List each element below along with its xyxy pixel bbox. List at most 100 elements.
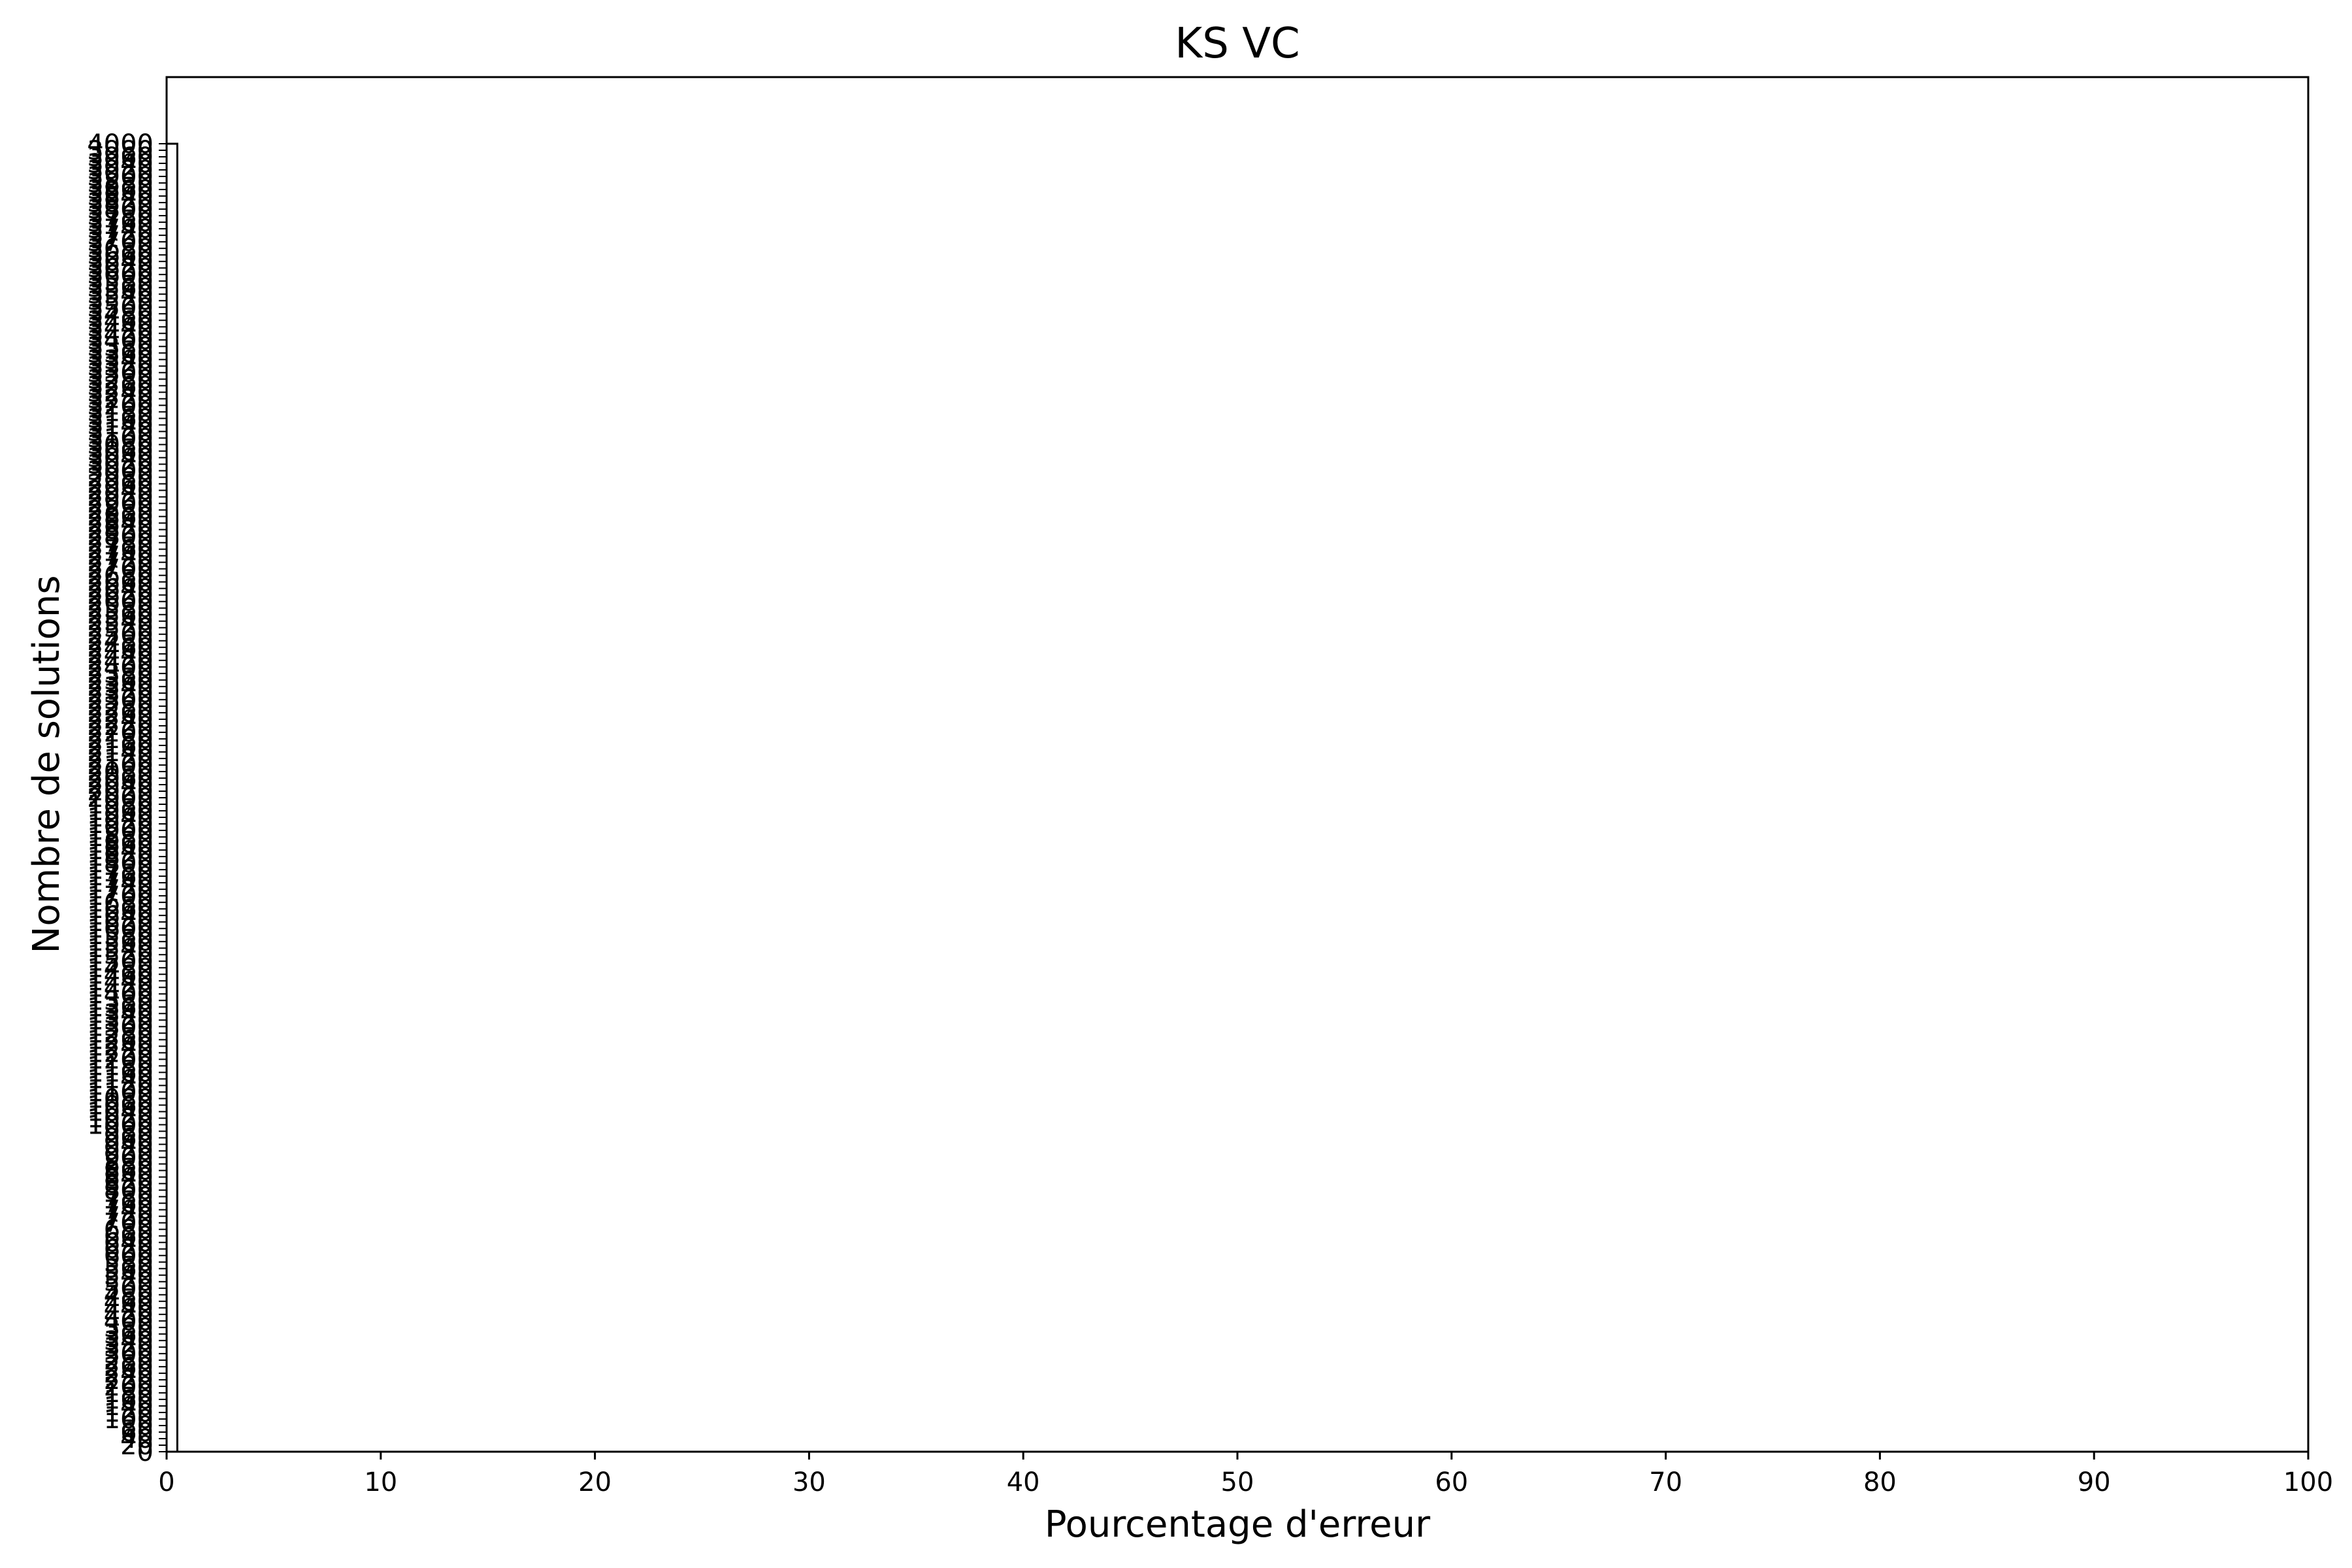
- y-tick-label-184: 3680: [87, 234, 154, 264]
- y-tick-label-132: 2640: [87, 574, 154, 604]
- y-tick-label-45: 900: [104, 1143, 154, 1173]
- bars-layer: [165, 142, 178, 1453]
- y-tick-label-36: 720: [104, 1202, 154, 1232]
- y-tick-label-192: 3840: [87, 182, 154, 212]
- y-tick-label-34: 680: [104, 1215, 154, 1245]
- y-tick-label-141: 2820: [87, 515, 154, 546]
- y-tick-label-78: 1560: [87, 927, 154, 957]
- y-tick-label-196: 3920: [87, 155, 154, 186]
- y-tick-label-109: 2180: [87, 725, 154, 755]
- x-tick-label-2: 20: [578, 1467, 612, 1497]
- y-tick-label-161: 3220: [87, 384, 154, 414]
- y-tick-label-85: 1700: [87, 881, 154, 911]
- y-tick-label-111: 2220: [87, 711, 154, 742]
- y-tick-label-115: 2300: [87, 685, 154, 715]
- x-tick-label-3: 30: [792, 1467, 826, 1497]
- y-tick-label-89: 1780: [87, 855, 154, 885]
- y-tick-label-7: 140: [104, 1392, 154, 1422]
- y-tick-label-75: 1500: [87, 947, 154, 977]
- y-tick-label-172: 3440: [87, 312, 154, 342]
- y-tick-label-90: 1800: [87, 849, 154, 879]
- y-tick-label-138: 2760: [87, 535, 154, 565]
- y-tick-label-119: 2380: [87, 659, 154, 689]
- y-tick-label-116: 2320: [87, 679, 154, 709]
- y-tick-label-41: 820: [104, 1169, 154, 1200]
- y-tick-label-106: 2120: [87, 744, 154, 774]
- y-tick-label-127: 2540: [87, 607, 154, 637]
- y-tick-label-95: 1900: [87, 816, 154, 846]
- y-tick-label-17: 340: [104, 1326, 154, 1356]
- y-tick-label-66: 1320: [87, 1005, 154, 1036]
- y-tick-label-186: 3720: [87, 221, 154, 251]
- y-tick-label-62: 1240: [87, 1032, 154, 1062]
- y-tick-label-190: 3800: [87, 195, 154, 225]
- plot-area-frame: [165, 76, 2310, 1453]
- y-tick-label-25: 500: [104, 1274, 154, 1304]
- y-tick-label-144: 2880: [87, 496, 154, 526]
- y-tick-label-81: 1620: [87, 907, 154, 938]
- y-tick-label-200: 4000: [87, 129, 154, 159]
- y-tick-label-105: 2100: [87, 751, 154, 781]
- y-tick-label-101: 2020: [87, 777, 154, 807]
- y-tick-label-50: 1000: [87, 1111, 154, 1141]
- y-tick-label-43: 860: [104, 1156, 154, 1186]
- y-tick-label-140: 2800: [87, 522, 154, 552]
- y-tick-label-91: 1820: [87, 842, 154, 872]
- y-tick-label-159: 3180: [87, 397, 154, 427]
- y-tick-label-13: 260: [104, 1352, 154, 1382]
- y-tick-label-108: 2160: [87, 731, 154, 761]
- y-tick-label-86: 1720: [87, 875, 154, 905]
- y-tick-label-93: 1860: [87, 829, 154, 859]
- y-tick-label-139: 2780: [87, 529, 154, 559]
- y-tick-label-76: 1520: [87, 940, 154, 970]
- y-tick-label-24: 480: [104, 1281, 154, 1311]
- y-tick-label-158: 3160: [87, 404, 154, 434]
- y-tick-label-122: 2440: [87, 640, 154, 670]
- y-tick-label-179: 3580: [87, 267, 154, 297]
- x-axis-label: Pourcentage d'erreur: [1045, 1503, 1431, 1546]
- y-tick-label-191: 3820: [87, 188, 154, 218]
- y-tick-label-188: 3760: [87, 208, 154, 238]
- y-tick-label-79: 1580: [87, 921, 154, 951]
- y-tick-label-97: 1940: [87, 803, 154, 833]
- y-tick-label-147: 2940: [87, 476, 154, 506]
- x-tick-label-0: 0: [158, 1467, 174, 1497]
- y-tick-label-23: 460: [104, 1287, 154, 1317]
- y-tick-label-60: 1200: [87, 1045, 154, 1075]
- y-tick-label-29: 580: [104, 1248, 154, 1278]
- y-tick-label-51: 1020: [87, 1103, 154, 1134]
- y-tick-label-170: 3400: [87, 325, 154, 355]
- y-tick-label-3: 60: [120, 1418, 154, 1448]
- y-tick-label-154: 3080: [87, 430, 154, 460]
- y-tick-label-117: 2340: [87, 672, 154, 702]
- y-tick-label-149: 2980: [87, 463, 154, 493]
- y-tick-label-82: 1640: [87, 901, 154, 931]
- y-tick-label-168: 3360: [87, 338, 154, 368]
- y-tick-label-32: 640: [104, 1228, 154, 1258]
- y-tick-label-73: 1460: [87, 960, 154, 990]
- y-tick-label-163: 3260: [87, 371, 154, 401]
- y-tick-label-84: 1680: [87, 888, 154, 918]
- y-tick-label-183: 3660: [87, 240, 154, 270]
- y-tick-label-155: 3100: [87, 423, 154, 453]
- y-tick-label-35: 700: [104, 1209, 154, 1239]
- y-tick-label-181: 3620: [87, 253, 154, 284]
- y-tick-label-30: 600: [104, 1241, 154, 1271]
- y-tick-label-103: 2060: [87, 764, 154, 794]
- x-tick-label-5: 50: [1221, 1467, 1254, 1497]
- x-tick-label-4: 40: [1007, 1467, 1040, 1497]
- y-tick-label-48: 960: [104, 1124, 154, 1154]
- y-tick-label-189: 3780: [87, 201, 154, 231]
- y-tick-label-15: 300: [104, 1339, 154, 1369]
- y-tick-label-16: 320: [104, 1333, 154, 1363]
- y-tick-label-180: 3600: [87, 260, 154, 290]
- y-tick-label-177: 3540: [87, 280, 154, 310]
- y-tick-label-56: 1120: [87, 1071, 154, 1101]
- y-tick-label-123: 2460: [87, 633, 154, 663]
- y-tick-label-4: 80: [120, 1411, 154, 1441]
- y-tick-label-46: 920: [104, 1137, 154, 1167]
- y-tick-label-0: 0: [137, 1437, 154, 1467]
- y-tick-label-27: 540: [104, 1261, 154, 1291]
- y-tick-label-134: 2680: [87, 561, 154, 591]
